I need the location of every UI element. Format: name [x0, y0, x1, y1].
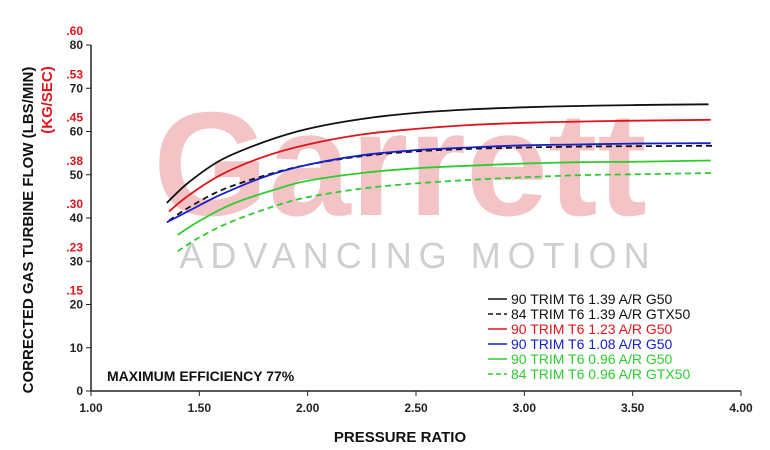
y-tick-label: 60	[70, 125, 84, 139]
y-secondary-tick-label: .45	[66, 111, 83, 125]
series-line-3	[168, 118, 711, 213]
y-tick-label: 10	[70, 341, 84, 355]
efficiency-annotation: MAXIMUM EFFICIENCY 77%	[107, 368, 295, 384]
series-line-4	[166, 142, 711, 224]
x-tick-label: 3.00	[513, 401, 537, 415]
watermark-logo: Garrett	[153, 82, 647, 247]
y-tick-label: 0	[76, 384, 83, 398]
x-tick-label: 2.00	[296, 401, 320, 415]
y-tick-label: 20	[70, 298, 84, 312]
legend-label: 90 TRIM T6 1.23 A/R G50	[511, 321, 673, 337]
y-secondary-tick-label: .60	[66, 24, 83, 38]
x-tick-label: 3.50	[621, 401, 645, 415]
watermark-tagline: ADVANCING MOTION	[179, 235, 656, 276]
x-tick-label: 4.00	[729, 401, 753, 415]
series-line-1	[166, 103, 709, 204]
y-secondary-tick-label: .38	[66, 154, 83, 168]
legend-label: 84 TRIM T6 0.96 A/R GTX50	[511, 366, 690, 382]
x-tick-label: 2.50	[404, 401, 428, 415]
y-axis-title: CORRECTED GAS TURBINE FLOW (LBS/MIN)	[20, 67, 37, 394]
y-tick-label: 30	[70, 254, 84, 268]
series-line-6	[177, 172, 713, 253]
y-tick-label: 80	[70, 38, 84, 52]
legend-label: 90 TRIM T6 0.96 A/R G50	[511, 351, 673, 367]
series-lines	[166, 103, 713, 253]
y-secondary-tick-label: .23	[66, 240, 83, 254]
x-axis-title: PRESSURE RATIO	[334, 429, 467, 446]
y-axis-secondary-title: (KG/SEC)	[39, 66, 56, 134]
y-tick-label: 40	[70, 211, 84, 225]
series-line-2	[168, 144, 713, 222]
axes	[86, 44, 742, 396]
legend-label: 90 TRIM T6 1.39 A/R G50	[511, 291, 673, 307]
y-tick-label: 70	[70, 81, 84, 95]
watermark: Garrett ADVANCING MOTION	[153, 82, 656, 276]
y-secondary-tick-label: .53	[66, 67, 83, 81]
y-secondary-tick-label: .30	[66, 197, 83, 211]
series-line-5	[177, 159, 711, 236]
legend-label: 84 TRIM T6 1.39 A/R GTX50	[511, 306, 690, 322]
x-tick-label: 1.50	[188, 401, 212, 415]
tick-labels: 1.00 1.50 2.00 2.50 3.00 3.50 4.00 0 10 20 30 40 50 6…	[66, 24, 753, 415]
y-tick-label: 50	[70, 168, 84, 182]
x-tick-label: 1.00	[79, 401, 103, 415]
y-secondary-tick-label: .15	[66, 284, 83, 298]
legend-label: 90 TRIM T6 1.08 A/R G50	[511, 336, 673, 352]
